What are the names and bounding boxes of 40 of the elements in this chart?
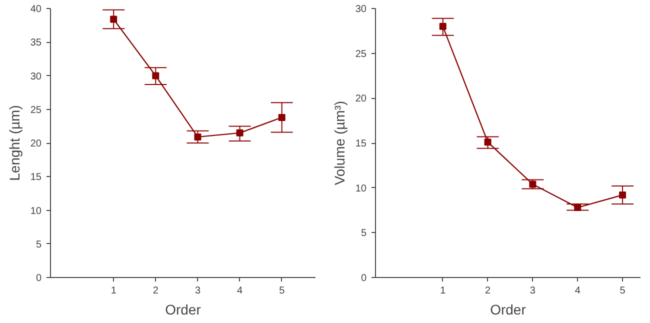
y-tick-label: 25	[30, 104, 42, 116]
y-tick-label: 0	[360, 273, 367, 284]
x-tick-label: 1	[110, 286, 117, 296]
point	[152, 72, 160, 80]
y-tick-label: 0	[36, 273, 42, 284]
y-tick-label: 20	[30, 138, 42, 150]
y-tick-label: 20	[355, 94, 367, 105]
point	[236, 129, 244, 136]
x-tick-label: 5	[279, 286, 286, 296]
point	[484, 138, 492, 146]
point	[529, 180, 536, 188]
x-tick-label: 2	[152, 286, 159, 296]
x-axis-title: Order	[165, 302, 202, 318]
y-axis-title: Volume (µm³)	[331, 100, 348, 186]
y-tick-label: 25	[355, 48, 367, 60]
point	[278, 114, 286, 121]
y-tick-label: 5	[36, 239, 42, 250]
point	[574, 204, 582, 212]
point	[619, 192, 626, 199]
y-tick-label: 15	[30, 172, 42, 184]
point	[110, 16, 118, 23]
y-tick-label: 30	[355, 4, 367, 15]
y-tick-label: 35	[30, 38, 42, 49]
x-tick-label: 3	[530, 286, 536, 296]
y-tick-label: 40	[30, 4, 42, 15]
y-tick-label: 5	[360, 228, 367, 240]
x-tick-label: 4	[574, 286, 581, 296]
point	[439, 22, 446, 30]
y-tick-label: 15	[355, 138, 367, 150]
x-tick-label: 5	[620, 286, 626, 296]
point	[194, 133, 202, 140]
y-tick-label: 10	[30, 206, 42, 217]
x-tick-label: 2	[485, 286, 492, 296]
x-tick-label: 3	[194, 286, 201, 296]
x-tick-label: 4	[237, 286, 244, 296]
x-axis-title: Order	[490, 302, 526, 318]
x-tick-label: 1	[440, 286, 446, 296]
y-tick-label: 30	[30, 71, 42, 82]
y-tick-label: 10	[355, 183, 367, 194]
y-axis-title: Lenght (µm)	[6, 105, 22, 181]
